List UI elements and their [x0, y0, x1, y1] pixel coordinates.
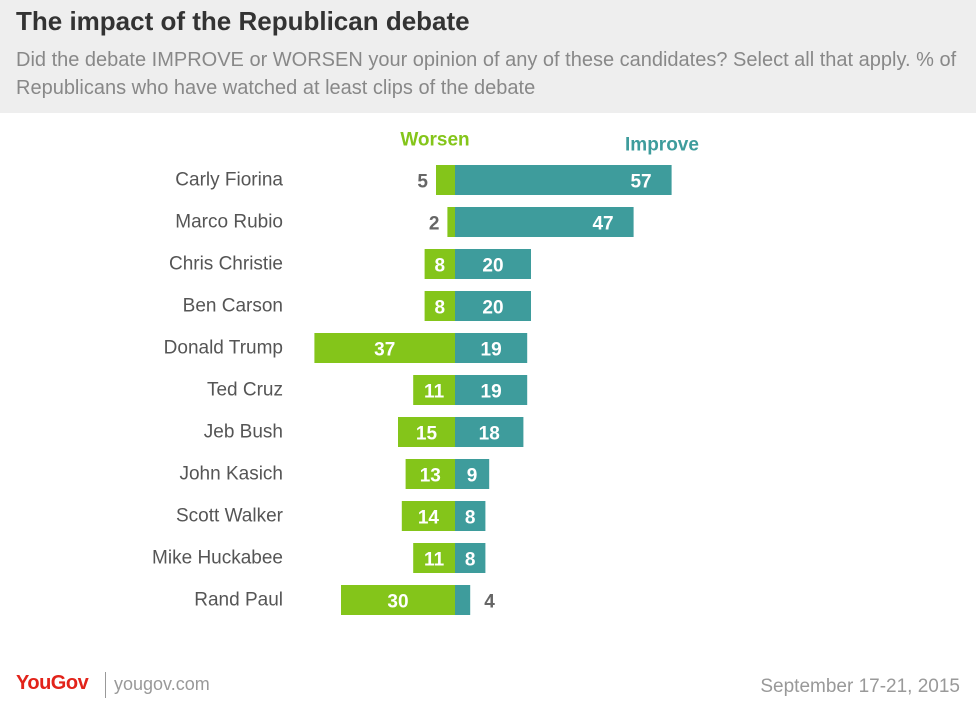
bar-improve	[455, 375, 528, 405]
footer-divider	[105, 672, 106, 698]
value-label-improve: 47	[592, 214, 613, 235]
value-label-improve: 20	[482, 256, 503, 277]
category-label: Scott Walker	[176, 506, 284, 527]
value-label-improve: 20	[482, 298, 503, 319]
yougov-logo: YouGov	[16, 672, 89, 694]
value-label-worsen: 2	[429, 214, 440, 235]
value-label-improve: 19	[481, 382, 502, 403]
bar-improve	[455, 543, 486, 573]
bar-improve	[455, 501, 486, 531]
bar-improve	[455, 585, 471, 615]
bar-improve	[455, 249, 531, 279]
value-label-improve: 18	[479, 424, 500, 445]
category-label: Carly Fiorina	[175, 170, 283, 191]
bar-worsen	[424, 249, 455, 279]
value-label-improve: 4	[484, 592, 495, 613]
category-label: Mike Huckabee	[152, 548, 283, 569]
value-label-worsen: 11	[424, 550, 445, 571]
category-label: Marco Rubio	[175, 212, 283, 233]
legend-worsen: Worsen	[400, 130, 469, 151]
bar-improve	[455, 291, 531, 321]
value-label-worsen: 13	[420, 466, 441, 487]
value-label-improve: 9	[467, 466, 478, 487]
survey-date: September 17-21, 2015	[760, 676, 960, 697]
category-label: Donald Trump	[164, 338, 283, 359]
chart-subtitle: Did the debate IMPROVE or WORSEN your op…	[16, 49, 957, 99]
category-label: John Kasich	[179, 464, 283, 485]
value-label-improve: 8	[465, 508, 476, 529]
legend-improve: Improve	[625, 135, 699, 156]
category-label: Chris Christie	[169, 254, 283, 275]
value-label-worsen: 8	[435, 256, 446, 277]
value-label-improve: 19	[481, 340, 502, 361]
value-label-worsen: 11	[424, 382, 445, 403]
bar-worsen	[424, 291, 455, 321]
bar-worsen	[436, 165, 455, 195]
value-label-improve: 8	[465, 550, 476, 571]
bar-worsen	[413, 543, 455, 573]
bar-worsen	[398, 417, 455, 447]
value-label-worsen: 8	[435, 298, 446, 319]
bar-worsen	[341, 585, 455, 615]
value-label-worsen: 15	[416, 424, 438, 445]
bar-improve	[455, 333, 528, 363]
chart-title: The impact of the Republican debate	[16, 6, 470, 36]
value-label-worsen: 5	[417, 172, 428, 193]
bar-worsen	[447, 207, 455, 237]
bar-improve	[455, 165, 672, 195]
bar-worsen	[401, 501, 455, 531]
value-label-improve: 57	[630, 172, 651, 193]
bar-improve	[455, 417, 524, 447]
bar-worsen	[405, 459, 455, 489]
category-label: Ted Cruz	[207, 380, 283, 401]
bar-improve	[455, 459, 490, 489]
category-label: Rand Paul	[194, 590, 283, 611]
diverging-bar-chart: Worsen Improve Carly Fiorina 5 57 Marco Rubio…	[152, 130, 699, 615]
bar-worsen	[413, 375, 455, 405]
bar-improve	[455, 207, 634, 237]
category-label: Jeb Bush	[204, 422, 283, 443]
bar-worsen	[314, 333, 455, 363]
value-label-worsen: 37	[374, 340, 395, 361]
footer-site-link[interactable]: yougov.com	[114, 674, 210, 694]
category-label: Ben Carson	[183, 296, 283, 317]
value-label-worsen: 30	[387, 592, 408, 613]
header: The impact of the Republican debate Did …	[0, 0, 976, 113]
value-label-worsen: 14	[418, 508, 440, 529]
